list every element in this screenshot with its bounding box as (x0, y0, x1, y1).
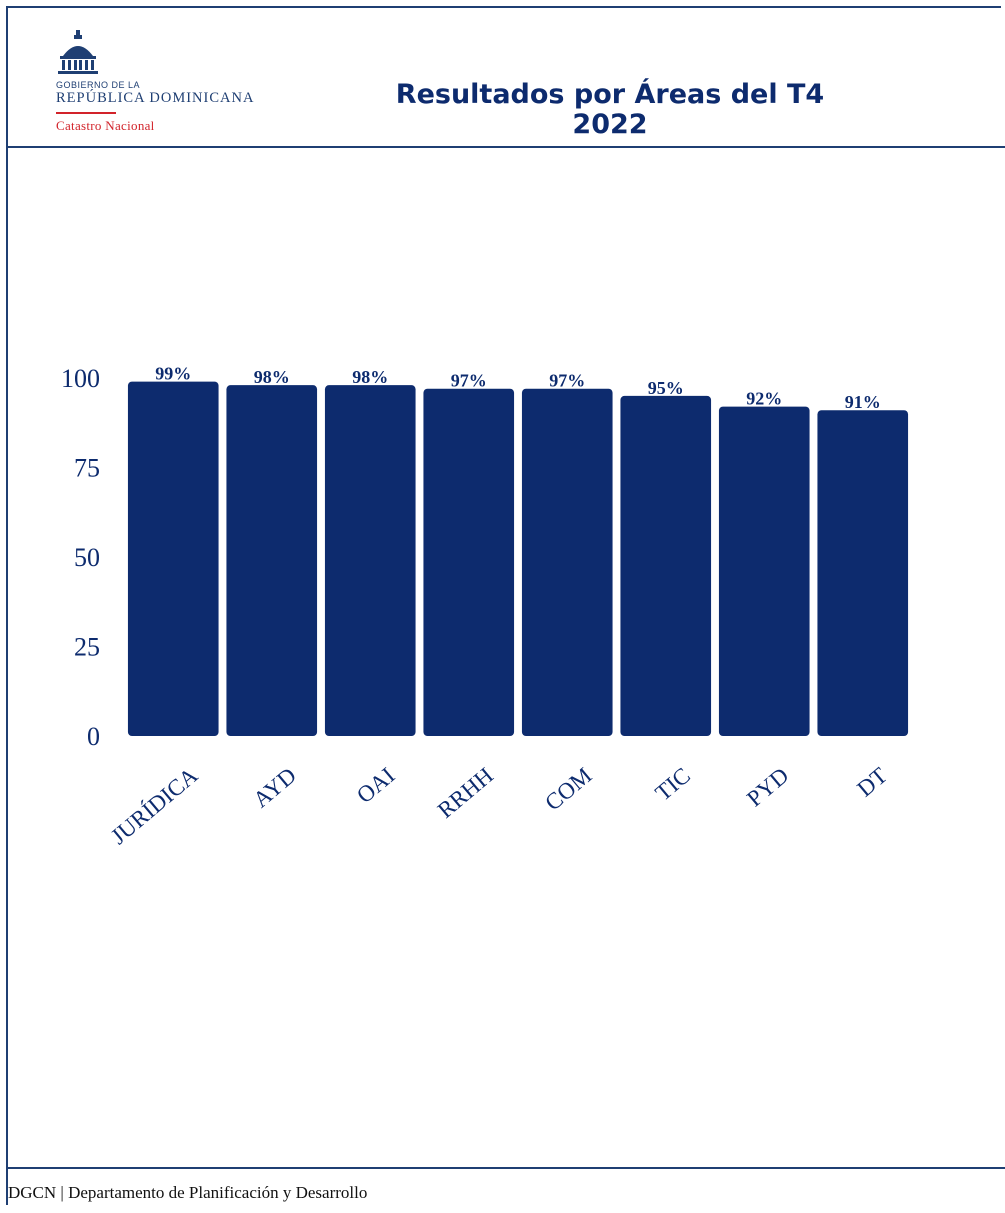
y-tick-label: 0 (87, 722, 100, 751)
bar (423, 388, 515, 736)
bar (127, 381, 219, 736)
y-axis-ticks: 0 25 50 75 100 (61, 364, 100, 751)
footer-text: DGCN | Departamento de Planificación y D… (8, 1183, 368, 1202)
bar-series (127, 381, 909, 736)
x-tick-label: JURÍDICA (106, 762, 203, 849)
bar (324, 385, 416, 736)
y-tick-label: 50 (74, 543, 100, 572)
data-label: 98% (352, 367, 388, 387)
x-tick-label: AYD (248, 763, 301, 813)
page-title-line1: Resultados por Áreas del T4 (395, 79, 825, 110)
palace-emblem-icon (58, 30, 98, 74)
data-label: 95% (648, 378, 684, 398)
logo-text-catastro: Catastro Nacional (56, 118, 155, 133)
x-tick-label: PYD (742, 763, 793, 812)
x-tick-label: OAI (352, 763, 399, 808)
y-tick-label: 25 (74, 633, 100, 662)
footer-divider (6, 1167, 1005, 1169)
government-logo: GOBIERNO DE LA REPÚBLICA DOMINICANA Cata… (52, 30, 322, 140)
bar (226, 385, 318, 736)
logo-text-republica: REPÚBLICA DOMINICANA (56, 90, 255, 106)
page-title-line2: 2022 (572, 109, 648, 140)
page-frame (6, 6, 1001, 1205)
data-label: 99% (155, 364, 191, 384)
x-tick-label: RRHH (433, 763, 498, 823)
data-label: 97% (549, 371, 585, 391)
y-tick-label: 75 (74, 454, 100, 483)
data-labels: 99% 98% 98% 97% 97% 95% 92% 91% (155, 364, 881, 413)
data-label: 92% (746, 389, 782, 409)
bar (718, 406, 810, 736)
bar (620, 395, 712, 736)
data-label: 98% (254, 367, 290, 387)
logo-red-rule (56, 112, 116, 114)
bar (817, 410, 909, 736)
data-label: 91% (845, 392, 881, 412)
header-divider (6, 146, 1005, 148)
y-tick-label: 100 (61, 364, 100, 393)
x-tick-label: TIC (651, 763, 695, 806)
bar (521, 388, 613, 736)
logo-text-gobierno: GOBIERNO DE LA (56, 80, 141, 90)
data-label: 97% (451, 371, 487, 391)
page-title: Resultados por Áreas del T4 2022 (330, 80, 890, 140)
x-tick-label: DT (852, 763, 892, 802)
x-axis-ticks: JURÍDICA AYD OAI RRHH COM TIC PYD DT (106, 762, 892, 849)
x-tick-label: COM (540, 763, 596, 816)
